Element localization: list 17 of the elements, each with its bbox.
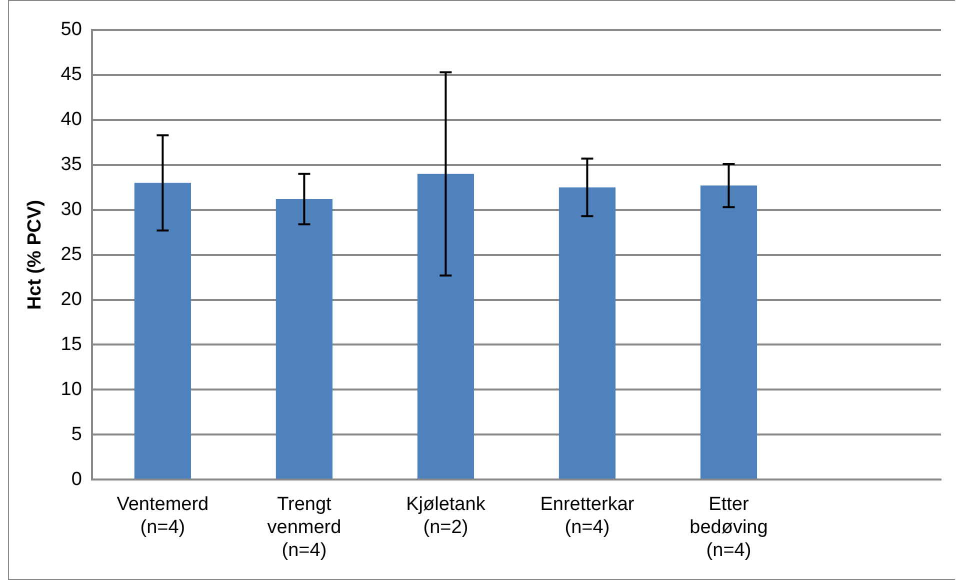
y-tick-label: 20 <box>60 288 82 310</box>
y-tick-label: 45 <box>60 64 82 86</box>
y-tick-label: 50 <box>60 19 82 40</box>
y-tick-label: 35 <box>60 154 82 176</box>
y-tick-label: 25 <box>60 244 82 266</box>
y-axis-title: Hct (% PCV) <box>24 200 46 310</box>
y-tick-label: 5 <box>71 424 82 445</box>
y-tick-label: 0 <box>71 468 82 490</box>
x-tick-label: Etter bedøving (n=4) <box>690 494 768 561</box>
x-tick-label: Ventemerd (n=4) <box>116 494 209 538</box>
y-tick-label: 10 <box>60 378 82 400</box>
x-tick-label: Trengt venmerd (n=4) <box>267 494 342 561</box>
x-tick-label: Kjøletank (n=2) <box>406 494 486 538</box>
y-tick-label: 30 <box>60 199 82 220</box>
y-tick-label: 40 <box>60 109 82 130</box>
y-tick-label: 15 <box>60 334 82 355</box>
x-tick-label: Enretterkar (n=4) <box>540 494 635 538</box>
